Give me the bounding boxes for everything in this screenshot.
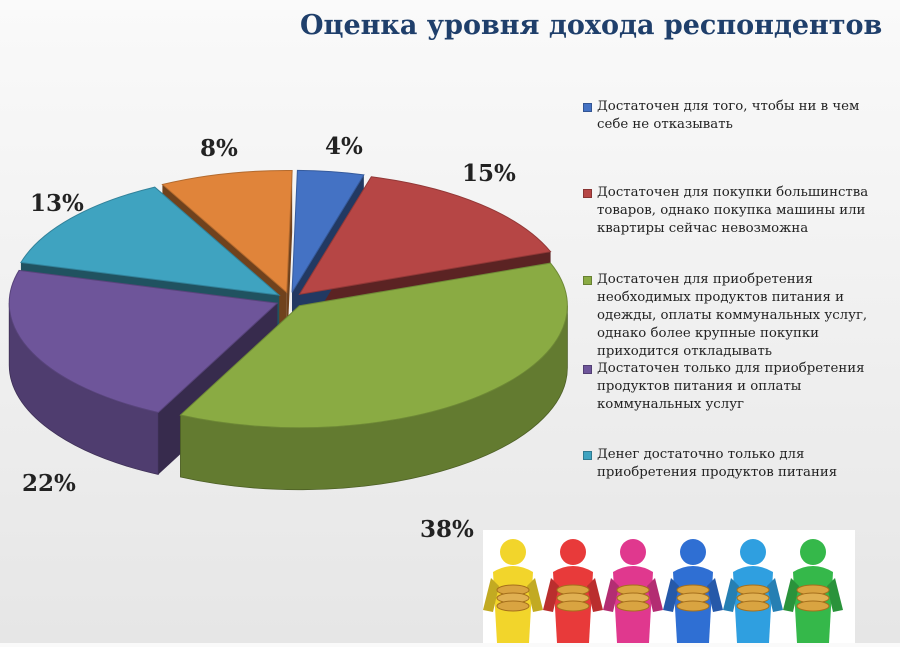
legend-label-3: Достаточен для приобретения необходимых … <box>597 272 868 359</box>
pie-slice-3 <box>179 262 568 429</box>
slice-label-4: 22% <box>22 470 76 497</box>
legend-swatch-2 <box>583 189 592 198</box>
legend-swatch-1 <box>583 103 592 112</box>
decorative-people-figures <box>483 530 855 643</box>
person-figure-6 <box>783 539 843 643</box>
slice-label-1: 4% <box>325 133 363 160</box>
person-figure-5 <box>723 539 783 643</box>
person-figure-4 <box>663 539 723 643</box>
pie-slice-6 <box>161 170 293 294</box>
pie-slice-2 <box>298 176 552 296</box>
legend-swatch-5 <box>583 451 592 460</box>
person-figure-3 <box>603 539 663 643</box>
person-figure-1 <box>483 539 543 643</box>
people-figures-illustration <box>483 539 843 643</box>
chart-title: Оценка уровня дохода респондентов <box>300 10 883 41</box>
slice-label-3: 38% <box>420 516 474 543</box>
pie-slice-5 <box>20 186 281 296</box>
person-figure-2 <box>543 539 603 643</box>
slice-label-2: 15% <box>462 160 516 187</box>
legend-label-1: Достаточен для того, чтобы ни в чем себе… <box>597 99 860 132</box>
legend-swatch-4 <box>583 365 592 374</box>
legend-label-5: Денег достаточно только для приобретения… <box>597 447 838 480</box>
slice-label-6: 8% <box>200 135 238 162</box>
legend-swatch-3 <box>583 276 592 285</box>
pie-slice-1 <box>291 169 365 293</box>
legend-label-2: Достаточен для покупки большинства товар… <box>597 185 869 236</box>
slice-label-5: 13% <box>30 190 84 217</box>
legend-label-4: Достаточен только для приобретения проду… <box>597 361 865 412</box>
pie-slice-4 <box>8 269 279 414</box>
pie-slice-wall-6-2 <box>286 170 293 355</box>
